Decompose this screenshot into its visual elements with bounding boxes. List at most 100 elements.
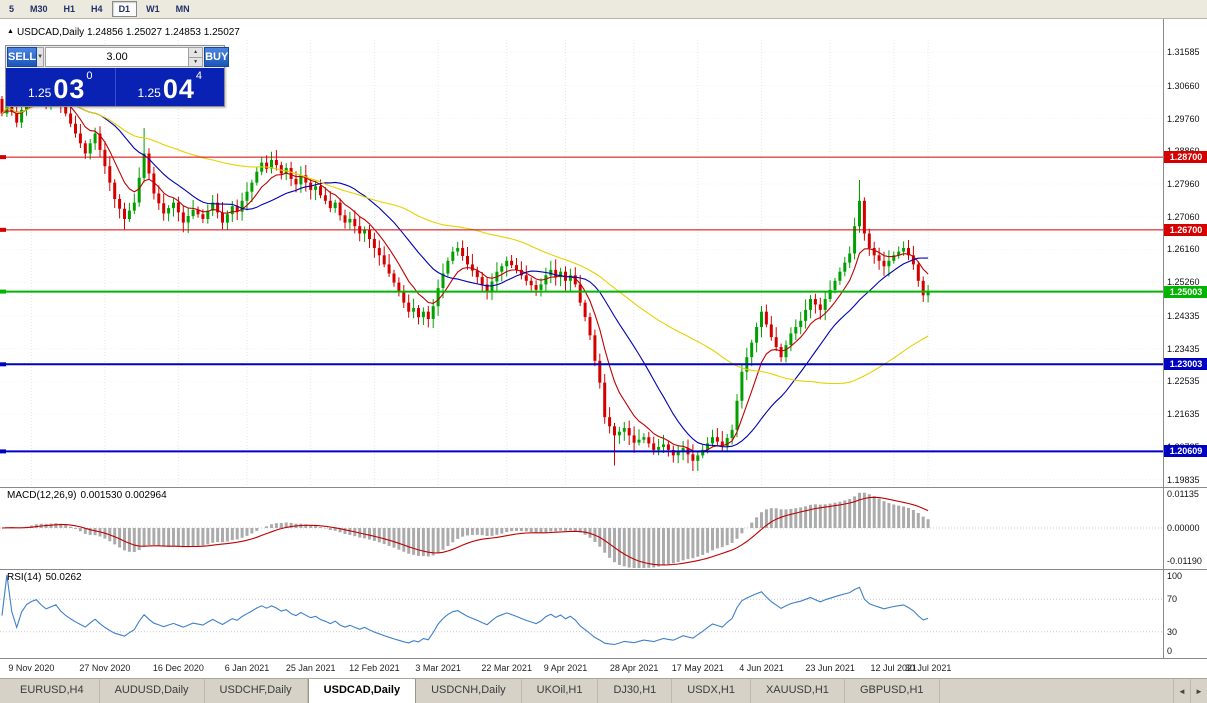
time-axis-label: 17 May 2021 (671, 663, 724, 673)
timeframe-d1[interactable]: D1 (111, 1, 138, 17)
scroll-left-icon: ◄ (1178, 686, 1186, 696)
timeframe-5[interactable]: 5 (9, 4, 15, 14)
rsi-axis-label: 0 (1167, 646, 1173, 656)
tab-usdcnh-daily[interactable]: USDCNH,Daily (416, 679, 522, 703)
candles-layer[interactable] (0, 79, 930, 472)
bid-ask-display: 1.25 03 0 1.25 04 4 (6, 68, 224, 106)
timeframe-mn[interactable]: MN (175, 4, 190, 14)
time-axis-label: 9 Nov 2020 (8, 663, 55, 673)
timeframe-h4[interactable]: H4 (91, 4, 103, 14)
tab-dj30-h1[interactable]: DJ30,H1 (598, 679, 673, 703)
time-axis-label: 9 Apr 2021 (543, 663, 588, 673)
sell-price[interactable]: 1.25 03 0 (6, 68, 115, 106)
price-axis-label: 1.27960 (1167, 179, 1200, 190)
macd-indicator-chart[interactable] (0, 488, 1163, 568)
tab-gbpusd-h1[interactable]: GBPUSD,H1 (845, 679, 940, 703)
tab-usdx-h1[interactable]: USDX,H1 (672, 679, 751, 703)
tab-audusd-daily[interactable]: AUDUSD,Daily (100, 679, 205, 703)
tab-scroll-controls: ◄ ► (1173, 679, 1207, 703)
price-axis[interactable]: 1.315851.306601.297601.288601.279601.270… (1163, 19, 1207, 658)
volume-increase-button[interactable]: ▲ (189, 48, 203, 58)
macd-values: 0.001530 0.002964 (80, 490, 167, 501)
macd-indicator-header: MACD(12,26,9) 0.001530 0.002964 (7, 490, 171, 501)
time-axis-label: 23 Jun 2021 (805, 663, 855, 673)
trade-controls-row: SELL ▼ ▲ ▼ BUY (6, 46, 230, 68)
timeframe-m30[interactable]: M30 (30, 4, 48, 14)
price-level-badge: 1.28700 (1164, 151, 1207, 164)
rsi-indicator-header: RSI(14) 50.0262 (7, 572, 86, 583)
macd-histogram (5, 492, 930, 568)
timeframe-h1[interactable]: H1 (63, 4, 76, 14)
price-axis-label: 1.23435 (1167, 343, 1200, 354)
tab-xauusd-h1[interactable]: XAUUSD,H1 (751, 679, 845, 703)
price-axis-label: 1.22535 (1167, 376, 1200, 387)
buy-price[interactable]: 1.25 04 4 (116, 68, 225, 106)
sell-price-pips: 03 (53, 74, 86, 104)
rsi-line (1, 574, 929, 646)
timeframe-toolbar: 5 M30 H1 H4 D1 W1 MN (0, 0, 1207, 19)
time-axis-label: 4 Jun 2021 (739, 663, 784, 673)
macd-axis-label: 0.01135 (1167, 489, 1199, 499)
price-divider (114, 68, 116, 106)
rsi-panel-separator[interactable] (0, 569, 1207, 570)
ohlc-readout: USDCAD,Daily 1.24856 1.25027 1.24853 1.2… (16, 27, 240, 38)
sell-button[interactable]: SELL (7, 47, 38, 67)
macd-panel-separator[interactable] (0, 487, 1207, 488)
price-axis-label: 1.24335 (1167, 310, 1200, 321)
price-axis-label: 1.29760 (1167, 113, 1200, 124)
volume-input[interactable] (46, 48, 189, 66)
scroll-right-icon: ► (1195, 686, 1203, 696)
tab-scroll-right-button[interactable]: ► (1190, 679, 1207, 703)
rsi-axis-label: 30 (1167, 626, 1178, 637)
tab-eurusd-h4[interactable]: EURUSD,H4 (5, 679, 100, 703)
rsi-axis-label: 70 (1167, 594, 1178, 605)
candlestick-chart[interactable] (0, 40, 1163, 487)
chart-ohlc-header: ▲ USDCAD,Daily 1.24856 1.25027 1.24853 1.… (7, 27, 240, 38)
horizontal-levels-layer[interactable] (0, 155, 1163, 454)
tab-ukoil-h1[interactable]: UKOil,H1 (522, 679, 599, 703)
timeframe-w1[interactable]: W1 (146, 4, 160, 14)
price-axis-label: 1.25260 (1167, 277, 1200, 288)
buy-price-figure: 1.25 (137, 86, 161, 100)
time-axis-label: 12 Feb 2021 (349, 663, 400, 673)
macd-signal-line (1, 496, 929, 566)
chart-expand-icon[interactable]: ▲ (7, 28, 14, 35)
volume-decrease-button[interactable]: ▼ (189, 57, 203, 66)
macd-label: MACD(12,26,9) (7, 490, 77, 501)
tab-usdcad-daily[interactable]: USDCAD,Daily (307, 679, 417, 703)
time-axis-label: 25 Jan 2021 (285, 663, 336, 673)
price-axis-label: 1.31585 (1167, 47, 1200, 58)
volume-spinner: ▲ ▼ (188, 48, 203, 66)
rsi-value: 50.0262 (45, 572, 82, 583)
sell-price-point: 0 (86, 70, 93, 82)
time-axis-label: 28 Apr 2021 (609, 663, 659, 673)
time-axis-label: 22 Mar 2021 (481, 663, 532, 673)
time-axis-label: 16 Dec 2020 (152, 663, 204, 673)
price-axis-label: 1.21635 (1167, 409, 1200, 420)
volume-dropdown-button[interactable]: ▼ (37, 47, 45, 67)
time-axis-label: 27 Nov 2020 (79, 663, 131, 673)
buy-price-point: 4 (195, 70, 203, 82)
spin-down-icon: ▼ (193, 58, 199, 65)
one-click-trading-panel: SELL ▼ ▲ ▼ BUY 1.25 03 0 1.25 04 (5, 45, 230, 107)
chart-grid (0, 40, 1163, 487)
tab-scroll-left-button[interactable]: ◄ (1173, 679, 1190, 703)
time-axis-label: 12 Jul 2021 (870, 663, 918, 673)
rsi-indicator-chart[interactable] (0, 570, 1163, 657)
moving-averages-layer (1, 96, 929, 453)
tab-usdchf-daily[interactable]: USDCHF,Daily (205, 679, 308, 703)
chart-tab-bar: EURUSD,H4 AUDUSD,Daily USDCHF,Daily USDCAD,… (0, 678, 1207, 703)
spin-up-icon: ▲ (193, 49, 199, 56)
price-axis-label: 1.26160 (1167, 244, 1200, 255)
time-axis-label: 30 Jul 2021 (904, 663, 952, 673)
time-axis[interactable]: 9 Nov 2020 27 Nov 2020 16 Dec 2020 6 Jan 20… (0, 658, 1207, 678)
price-axis-label: 1.19835 (1167, 474, 1200, 485)
price-level-badge: 1.23003 (1164, 358, 1207, 371)
rsi-label: RSI(14) (7, 572, 42, 583)
price-axis-label: 1.27060 (1167, 211, 1200, 222)
buy-price-pips: 04 (162, 74, 195, 104)
chart-tabs: EURUSD,H4 AUDUSD,Daily USDCHF,Daily USDCAD,… (0, 679, 1173, 703)
buy-button[interactable]: BUY (204, 47, 230, 67)
sell-price-figure: 1.25 (27, 86, 52, 100)
